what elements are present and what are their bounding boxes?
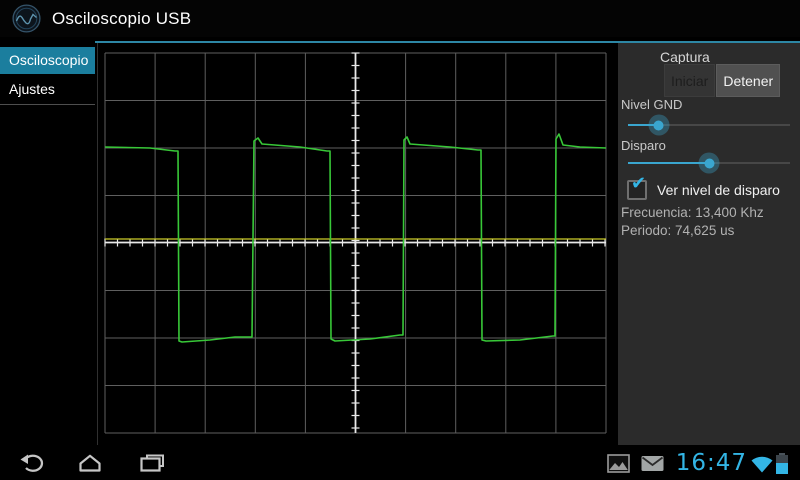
- home-icon: [79, 454, 101, 472]
- back-icon: [20, 454, 44, 472]
- action-bar: Osciloscopio USB: [0, 0, 800, 37]
- oscilloscope-display: [100, 43, 618, 445]
- tab-osciloscopio[interactable]: Osciloscopio: [0, 47, 95, 74]
- gallery-notification-icon[interactable]: [606, 454, 630, 473]
- slider-fill: [628, 162, 709, 164]
- system-navigation-bar: 16:47: [0, 445, 800, 480]
- trigger-label: Disparo: [621, 138, 666, 153]
- battery-icon: [776, 453, 788, 474]
- show-trigger-checkbox[interactable]: ✔: [627, 174, 647, 200]
- detener-button[interactable]: Detener: [716, 64, 781, 97]
- sidebar-divider: [97, 43, 98, 445]
- app-logo-icon: [12, 4, 41, 33]
- trigger-slider[interactable]: [628, 152, 790, 174]
- capture-section-label: Captura: [660, 49, 710, 65]
- check-icon: ✔: [631, 173, 647, 193]
- clock-readout: 16:47: [675, 449, 747, 476]
- back-button[interactable]: [12, 445, 52, 480]
- show-trigger-label: Ver nivel de disparo: [657, 182, 780, 198]
- show-trigger-checkbox-row[interactable]: ✔ Ver nivel de disparo: [627, 174, 780, 200]
- page-title: Osciloscopio USB: [52, 8, 192, 28]
- frequency-readout: Frecuencia: 13,400 Khz: [621, 205, 764, 220]
- tab-ajustes[interactable]: Ajustes: [0, 76, 95, 105]
- home-button[interactable]: [70, 445, 110, 480]
- iniciar-button[interactable]: Iniciar: [664, 64, 716, 97]
- gnd-level-label: Nivel GND: [621, 97, 683, 112]
- wifi-icon: [751, 456, 773, 472]
- gnd-level-slider[interactable]: [628, 114, 790, 136]
- status-tray[interactable]: 16:47: [606, 445, 796, 480]
- waveform-plot: [104, 52, 607, 434]
- capture-buttons: Iniciar Detener: [664, 64, 781, 97]
- gnd-slider-thumb[interactable]: [648, 114, 670, 136]
- recents-button[interactable]: [132, 445, 172, 480]
- trigger-slider-thumb[interactable]: [698, 152, 720, 174]
- slider-track: [628, 124, 790, 126]
- recents-icon: [140, 454, 164, 472]
- content-top-divider: [95, 41, 800, 43]
- period-readout: Periodo: 74,625 us: [621, 223, 735, 238]
- email-notification-icon[interactable]: [641, 455, 664, 472]
- capture-panel: Captura Iniciar Detener Nivel GND Dispar…: [618, 43, 800, 445]
- slider-fill: [628, 124, 659, 126]
